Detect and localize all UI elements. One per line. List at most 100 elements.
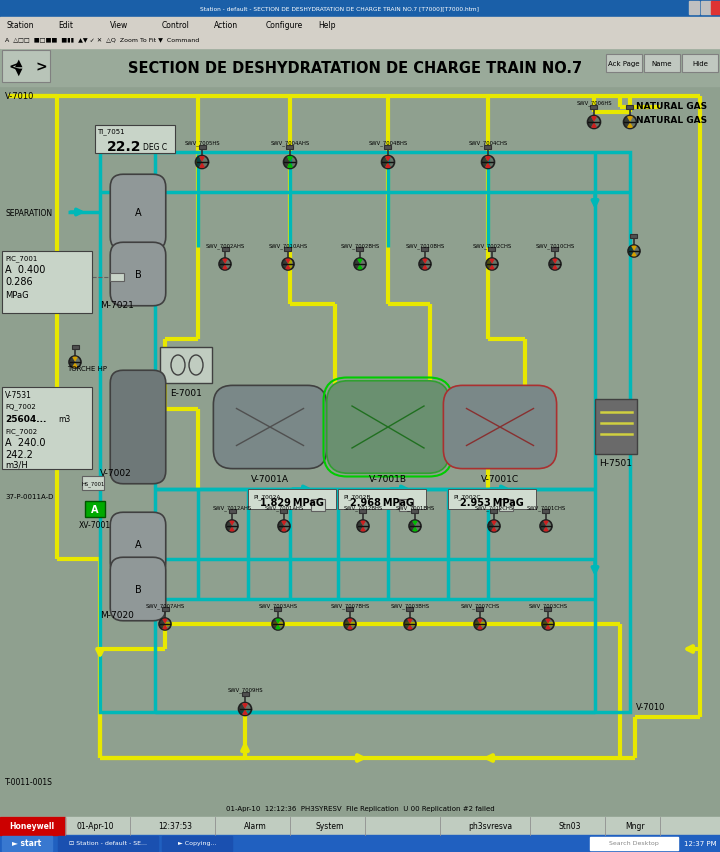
Wedge shape [284, 527, 289, 531]
Bar [274, 607, 282, 611]
Wedge shape [290, 163, 296, 168]
Text: SWV_7007BHS: SWV_7007BHS [330, 602, 369, 608]
Wedge shape [242, 709, 248, 715]
Bar [399, 499, 413, 511]
Wedge shape [405, 619, 410, 629]
Wedge shape [232, 521, 238, 527]
Text: V-7001C: V-7001C [481, 475, 519, 484]
Wedge shape [278, 625, 284, 629]
Text: V-7010: V-7010 [5, 91, 35, 101]
Wedge shape [202, 163, 208, 168]
Bar [542, 509, 549, 514]
Text: XV-7001: XV-7001 [79, 521, 111, 530]
Wedge shape [477, 619, 482, 625]
Wedge shape [287, 163, 293, 169]
Text: V-7531: V-7531 [5, 391, 32, 400]
Bar [590, 837, 678, 850]
Text: ► start: ► start [12, 838, 42, 848]
Wedge shape [494, 527, 500, 531]
Wedge shape [591, 117, 597, 123]
Text: SWV_7009HS: SWV_7009HS [228, 687, 263, 693]
Wedge shape [422, 259, 428, 265]
Wedge shape [225, 260, 230, 265]
Text: Station: Station [6, 20, 34, 30]
Text: 12:37 PM: 12:37 PM [684, 840, 716, 846]
Wedge shape [415, 527, 420, 531]
Bar [2, 836, 52, 851]
Text: Search Desktop: Search Desktop [609, 841, 659, 845]
Bar [2, 251, 92, 314]
Bar [0, 817, 720, 835]
Wedge shape [285, 259, 291, 265]
Wedge shape [385, 157, 391, 163]
Wedge shape [72, 363, 78, 368]
Wedge shape [284, 158, 290, 168]
Wedge shape [272, 619, 278, 629]
Bar [499, 499, 513, 511]
Wedge shape [491, 521, 497, 527]
Wedge shape [360, 265, 366, 269]
Text: NATURAL GAS: NATURAL GAS [636, 115, 707, 124]
Wedge shape [75, 358, 81, 363]
Wedge shape [357, 265, 363, 270]
Text: Alarm: Alarm [243, 821, 266, 831]
Bar [421, 248, 428, 251]
Text: ▲: ▲ [15, 58, 23, 68]
Bar [590, 106, 598, 109]
Wedge shape [196, 158, 202, 168]
Text: A: A [135, 208, 141, 218]
Wedge shape [199, 163, 205, 169]
Wedge shape [425, 265, 431, 269]
Wedge shape [408, 625, 413, 630]
Text: 25604...: 25604... [5, 415, 46, 424]
Wedge shape [388, 163, 394, 168]
Bar [606, 55, 642, 73]
Bar [488, 248, 495, 251]
Text: B: B [135, 270, 141, 279]
Text: ▼: ▼ [15, 67, 23, 77]
Bar [58, 836, 158, 851]
Text: PIC_7001: PIC_7001 [5, 256, 37, 262]
Text: M-7021: M-7021 [100, 300, 134, 309]
Wedge shape [594, 123, 600, 128]
Bar [0, 32, 720, 49]
Text: E-7001: E-7001 [170, 388, 202, 397]
Wedge shape [492, 260, 498, 265]
Bar [287, 146, 294, 149]
Wedge shape [279, 521, 284, 531]
Text: FIC_7002: FIC_7002 [5, 428, 37, 435]
Bar [222, 248, 228, 251]
Bar [711, 2, 720, 15]
Text: ► Copying...: ► Copying... [178, 841, 216, 845]
Wedge shape [288, 260, 294, 265]
Bar [552, 248, 559, 251]
Wedge shape [488, 521, 494, 531]
Wedge shape [388, 158, 394, 163]
Wedge shape [347, 619, 353, 625]
Wedge shape [357, 259, 363, 265]
Bar [0, 835, 720, 852]
FancyBboxPatch shape [110, 175, 166, 250]
Text: V-7010: V-7010 [636, 702, 665, 711]
Text: B: B [135, 584, 141, 595]
FancyBboxPatch shape [327, 382, 449, 474]
Text: TI_7051: TI_7051 [97, 129, 125, 135]
Bar [407, 607, 413, 611]
Text: Help: Help [318, 20, 336, 30]
Wedge shape [630, 123, 636, 128]
Bar [338, 489, 426, 509]
Wedge shape [239, 704, 245, 714]
Text: ph3svresva: ph3svresva [468, 821, 512, 831]
Wedge shape [591, 123, 597, 129]
Wedge shape [165, 625, 171, 629]
Wedge shape [488, 158, 494, 163]
Wedge shape [290, 158, 296, 163]
FancyBboxPatch shape [110, 371, 166, 484]
Wedge shape [552, 265, 558, 270]
Text: PI_7002A: PI_7002A [253, 493, 280, 499]
Bar [82, 476, 104, 491]
Bar [160, 348, 212, 383]
Wedge shape [542, 619, 548, 629]
Wedge shape [491, 527, 497, 532]
Text: A: A [135, 539, 141, 550]
